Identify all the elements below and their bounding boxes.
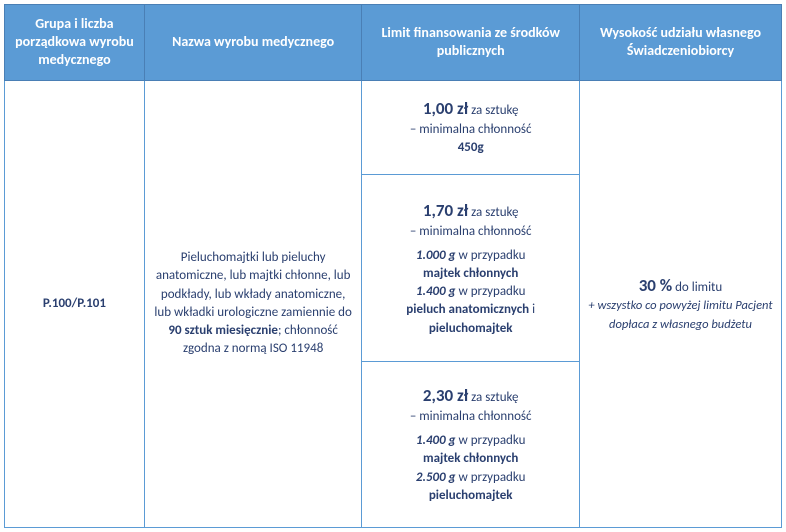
tier2-w1case: w przypadku bbox=[456, 248, 526, 263]
limit-tier-1: 1,00 zł za sztukę – minimalna chłonność … bbox=[362, 80, 580, 175]
tier3-w1item: majtek chłonnych bbox=[423, 451, 518, 466]
tier1-sub: – minimalna chłonność bbox=[410, 122, 532, 137]
table-row: P.100/P.101 Pieluchomajtki lub pieluchy … bbox=[5, 80, 782, 175]
limit-tier-2: 1,70 zł za sztukę – minimalna chłonność … bbox=[362, 175, 580, 362]
tier2-sub: – minimalna chłonność bbox=[410, 224, 532, 239]
header-name: Nazwa wyrobu medycznego bbox=[144, 5, 362, 81]
tier3-w2case: w przypadku bbox=[456, 470, 526, 485]
product-code: P.100/P.101 bbox=[5, 80, 145, 527]
product-description: Pieluchomajtki lub pieluchy anatomiczne,… bbox=[144, 80, 362, 527]
patient-share: 30 % do limitu + wszystko co powyżej lim… bbox=[579, 80, 781, 527]
share-pct-suffix: do limitu bbox=[672, 280, 722, 295]
table-header: Grupa i liczba porządkowa wyrobu medyczn… bbox=[5, 5, 782, 81]
header-group: Grupa i liczba porządkowa wyrobu medyczn… bbox=[5, 5, 145, 81]
tier2-w1item: majtek chłonnych bbox=[423, 266, 518, 281]
tier2-w2item: pieluch anatomicznych bbox=[406, 302, 529, 317]
limit-tier-3: 2,30 zł za sztukę – minimalna chłonność … bbox=[362, 362, 580, 528]
header-limit: Limit finansowania ze środków publicznyc… bbox=[362, 5, 580, 81]
tier2-w1: 1.000 g bbox=[416, 248, 456, 263]
tier3-unit: za sztukę bbox=[468, 390, 518, 405]
share-note: + wszystko co powyżej limitu Pacjent dop… bbox=[588, 298, 772, 331]
tier3-w1case: w przypadku bbox=[456, 433, 526, 448]
tier2-w2item2: pieluchomajtek bbox=[429, 321, 513, 336]
header-share: Wysokość udziału własnego Świadczeniobio… bbox=[579, 5, 781, 81]
tier2-and: i bbox=[529, 302, 535, 317]
tier3-price: 2,30 zł bbox=[423, 385, 468, 406]
tier1-weight: 450g bbox=[458, 140, 484, 155]
tier1-unit: za sztukę bbox=[468, 103, 518, 118]
tier2-unit: za sztukę bbox=[468, 205, 518, 220]
share-pct: 30 % bbox=[639, 275, 672, 296]
desc-text-1: Pieluchomajtki lub pieluchy anatomiczne,… bbox=[154, 250, 351, 320]
reimbursement-table: Grupa i liczba porządkowa wyrobu medyczn… bbox=[4, 4, 782, 528]
tier1-price: 1,00 zł bbox=[423, 98, 468, 119]
tier3-w2item: pieluchomajtek bbox=[429, 488, 513, 503]
tier3-sub: – minimalna chłonność bbox=[410, 409, 532, 424]
desc-bold: 90 sztuk miesięcznie bbox=[168, 323, 278, 338]
tier3-w2: 2.500 g bbox=[416, 470, 456, 485]
tier2-price: 1,70 zł bbox=[423, 200, 468, 221]
tier3-w1: 1.400 g bbox=[416, 433, 456, 448]
tier2-w2: 1.400 g bbox=[416, 284, 456, 299]
tier2-w2case: w przypadku bbox=[456, 284, 526, 299]
